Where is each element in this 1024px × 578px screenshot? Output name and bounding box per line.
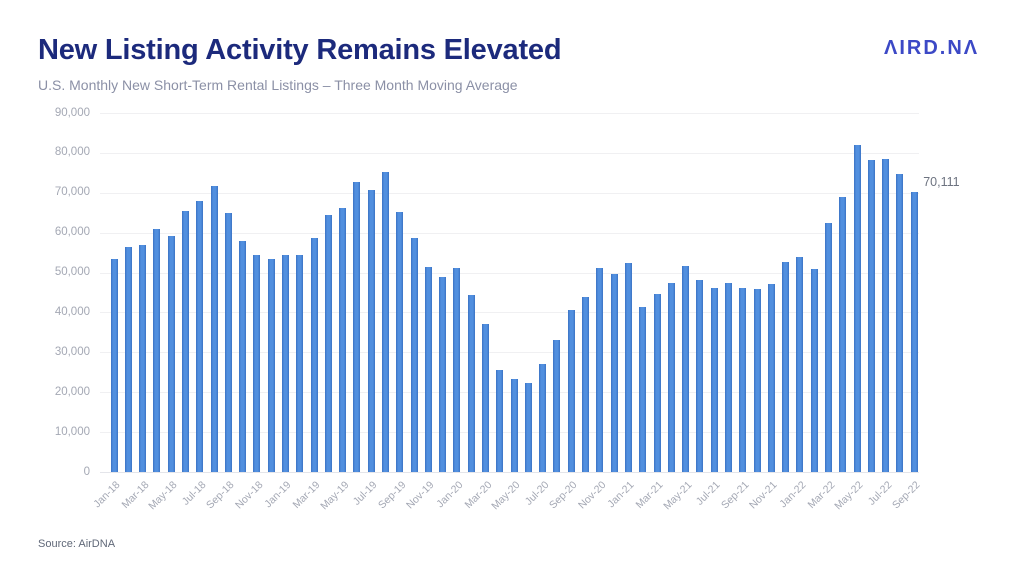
bar	[753, 288, 761, 472]
bar	[810, 268, 818, 472]
y-axis-tick-label: 30,000	[54, 345, 90, 358]
bar	[224, 213, 232, 472]
bar	[439, 276, 447, 472]
bar	[653, 293, 661, 472]
bar	[210, 186, 218, 472]
gridline	[100, 472, 919, 473]
bar	[181, 210, 189, 472]
y-axis-tick-label: 60,000	[54, 226, 90, 239]
bar	[882, 159, 890, 472]
bar	[696, 280, 704, 472]
airdna-logo: ΛIRD.ΝΛ	[884, 37, 980, 59]
bar	[539, 363, 547, 472]
bar	[496, 369, 504, 472]
bar	[710, 287, 718, 472]
bar	[853, 144, 861, 472]
bar	[424, 266, 432, 472]
bar	[610, 273, 618, 472]
bar	[353, 182, 361, 472]
bar	[624, 262, 632, 472]
bar	[739, 288, 747, 472]
gridline	[100, 352, 919, 354]
bar	[825, 223, 832, 472]
gridline	[100, 392, 919, 394]
y-axis-tick-label: 70,000	[54, 186, 90, 199]
bar	[124, 247, 132, 472]
bar	[910, 192, 918, 472]
bar	[639, 307, 647, 472]
y-axis-tick-label: 90,000	[54, 106, 90, 119]
gridline	[100, 113, 919, 114]
bar	[367, 189, 375, 472]
bar	[253, 255, 261, 472]
bar	[553, 339, 561, 472]
bar	[382, 172, 389, 472]
bar	[782, 262, 790, 472]
bar	[153, 229, 161, 472]
y-axis-tick-label: 50,000	[54, 266, 90, 279]
bar	[239, 241, 247, 472]
bar	[324, 215, 332, 472]
bar	[582, 297, 590, 472]
bar	[767, 284, 775, 472]
gridline	[100, 232, 919, 234]
bar	[310, 237, 318, 472]
bar	[724, 282, 732, 472]
bar	[667, 283, 675, 472]
bar	[510, 378, 518, 472]
y-axis-tick-label: 20,000	[54, 385, 90, 398]
y-axis-tick-label: 10,000	[54, 425, 90, 438]
bar	[139, 244, 147, 472]
chart-subtitle: U.S. Monthly New Short-Term Rental Listi…	[38, 77, 518, 93]
bar	[524, 383, 532, 472]
gridline	[100, 152, 919, 154]
bar	[396, 212, 404, 472]
bar	[296, 254, 304, 472]
y-axis-tick-label: 40,000	[54, 305, 90, 318]
bar	[482, 324, 490, 472]
bar	[467, 295, 475, 472]
bar	[267, 258, 275, 472]
page-title: New Listing Activity Remains Elevated	[38, 34, 562, 66]
value-label: 70,111	[923, 175, 960, 190]
source-note: Source: AirDNA	[38, 538, 116, 550]
bar	[410, 237, 418, 472]
bar	[796, 257, 804, 472]
bar	[896, 174, 904, 472]
y-axis-tick-label: 80,000	[54, 146, 90, 159]
bar	[453, 267, 461, 472]
bar	[196, 200, 204, 472]
bar	[682, 266, 690, 472]
bar	[567, 310, 575, 472]
y-axis-tick-label: 0	[83, 465, 90, 478]
bar	[596, 268, 604, 472]
bar	[110, 258, 118, 472]
bar	[839, 196, 847, 472]
gridline	[100, 312, 919, 314]
gridline	[100, 272, 919, 274]
bar	[867, 160, 875, 472]
bar	[339, 208, 347, 472]
bar	[281, 254, 289, 472]
gridline	[100, 432, 919, 434]
bar	[167, 235, 175, 472]
gridline	[100, 192, 919, 194]
